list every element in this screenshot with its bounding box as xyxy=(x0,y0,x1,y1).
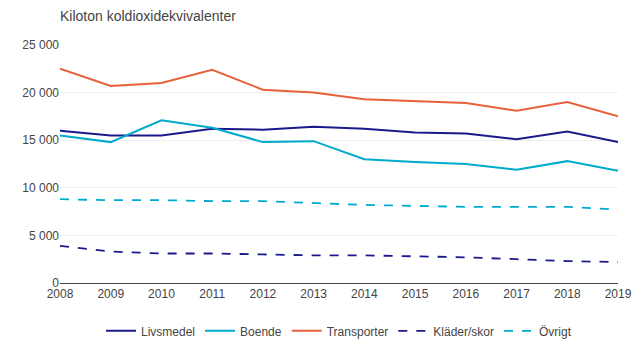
svg-text:Transporter: Transporter xyxy=(327,325,389,339)
svg-text:2013: 2013 xyxy=(300,287,327,301)
svg-text:2017: 2017 xyxy=(503,287,530,301)
svg-text:2018: 2018 xyxy=(554,287,581,301)
svg-text:2016: 2016 xyxy=(452,287,479,301)
svg-text:Kiloton koldioxidekvivalenter: Kiloton koldioxidekvivalenter xyxy=(60,8,236,24)
svg-text:Kläder/skor: Kläder/skor xyxy=(433,325,494,339)
svg-text:2011: 2011 xyxy=(199,287,225,301)
svg-text:10 000: 10 000 xyxy=(22,181,59,195)
svg-text:Livsmedel: Livsmedel xyxy=(141,325,195,339)
svg-text:2012: 2012 xyxy=(250,287,277,301)
svg-text:2014: 2014 xyxy=(351,287,378,301)
svg-text:25 000: 25 000 xyxy=(22,38,59,52)
svg-text:2008: 2008 xyxy=(47,287,74,301)
svg-text:20 000: 20 000 xyxy=(22,86,59,100)
svg-text:2019: 2019 xyxy=(605,287,632,301)
svg-text:15 000: 15 000 xyxy=(22,133,59,147)
svg-text:0: 0 xyxy=(52,276,59,290)
svg-text:Boende: Boende xyxy=(240,325,282,339)
svg-text:2015: 2015 xyxy=(402,287,429,301)
svg-text:5 000: 5 000 xyxy=(29,229,59,243)
svg-text:2009: 2009 xyxy=(97,287,124,301)
svg-text:Övrigt: Övrigt xyxy=(539,325,572,339)
svg-text:2010: 2010 xyxy=(148,287,175,301)
